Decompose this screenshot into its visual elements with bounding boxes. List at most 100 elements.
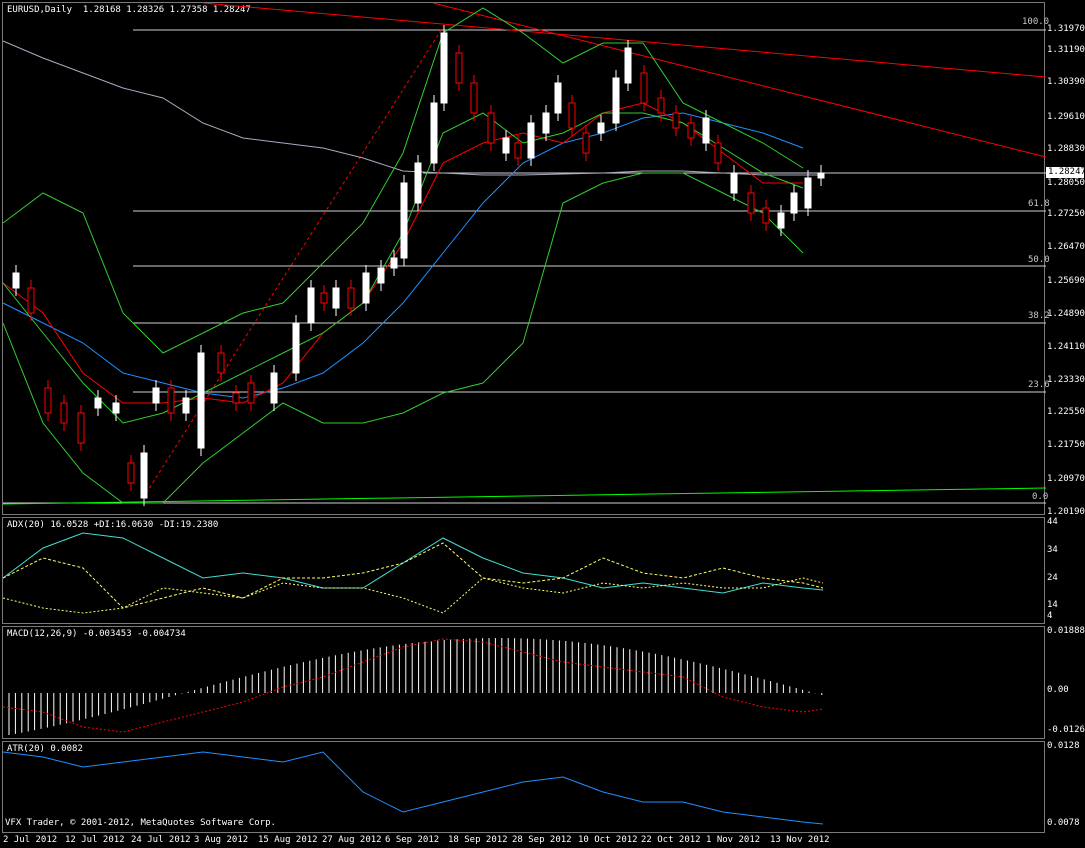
candle bbox=[400, 182, 408, 259]
candle bbox=[307, 287, 315, 324]
price-label: 1.27250 bbox=[1047, 209, 1085, 219]
price-label: 1.28050 bbox=[1047, 178, 1085, 188]
plus-di-line bbox=[2, 542, 824, 609]
candle bbox=[612, 77, 620, 124]
macd-pane[interactable]: MACD(12,26,9) -0.003453 -0.004734 bbox=[2, 626, 1045, 739]
candle bbox=[440, 32, 448, 104]
date-label: 24 Jul 2012 bbox=[131, 835, 191, 845]
price-label: 1.25690 bbox=[1047, 276, 1085, 286]
atr-chart[interactable] bbox=[2, 742, 1046, 834]
candle bbox=[167, 387, 175, 414]
macd-chart[interactable] bbox=[2, 627, 1046, 740]
candle bbox=[817, 172, 825, 179]
candle bbox=[362, 272, 370, 304]
candle bbox=[568, 102, 576, 129]
date-label: 10 Oct 2012 bbox=[578, 835, 638, 845]
date-label: 6 Sep 2012 bbox=[385, 835, 440, 845]
macd-scale-label: -0.01266 bbox=[1047, 725, 1085, 735]
adx-scale-label: 14 bbox=[1047, 600, 1058, 610]
atr-scale-label: 0.0128 bbox=[1047, 741, 1080, 751]
candle bbox=[430, 102, 438, 164]
adx-scale-label: 24 bbox=[1047, 573, 1058, 583]
copyright-text: VFX Trader, © 2001-2012, MetaQuotes Soft… bbox=[5, 818, 276, 828]
candle bbox=[320, 292, 328, 304]
candle bbox=[44, 387, 52, 414]
price-label: 1.26470 bbox=[1047, 242, 1085, 252]
adx-title: ADX(20) 16.0528 +DI:16.0630 -DI:19.2380 bbox=[7, 520, 219, 530]
candle bbox=[714, 142, 722, 164]
candle bbox=[347, 287, 355, 309]
candle bbox=[112, 402, 120, 414]
candle bbox=[127, 462, 135, 484]
candle bbox=[702, 117, 710, 144]
candle bbox=[747, 192, 755, 214]
bollinger-lower bbox=[2, 172, 804, 504]
candle bbox=[140, 452, 148, 499]
candle bbox=[657, 97, 665, 114]
fibo-level-23-6: 23.6 bbox=[1028, 380, 1050, 390]
fibo-level-100: 100.0 bbox=[1022, 17, 1050, 27]
candle bbox=[270, 372, 278, 404]
adx-pane[interactable]: ADX(20) 16.0528 +DI:16.0630 -DI:19.2380 bbox=[2, 517, 1045, 624]
price-label: 1.20970 bbox=[1047, 474, 1085, 484]
fibo-level-61-8: 61.8 bbox=[1028, 199, 1050, 209]
adx-line bbox=[2, 532, 824, 594]
adx-scale-label: 4 bbox=[1047, 611, 1053, 621]
candle bbox=[455, 52, 463, 84]
date-label: 18 Sep 2012 bbox=[448, 835, 508, 845]
candle bbox=[502, 137, 510, 154]
candle bbox=[597, 122, 605, 134]
date-label: 27 Aug 2012 bbox=[322, 835, 382, 845]
date-label: 13 Nov 2012 bbox=[770, 835, 830, 845]
current-price-marker: 1.28247 bbox=[1046, 167, 1085, 178]
fibo-level-0: 0.0 bbox=[1032, 492, 1049, 502]
atr-pane[interactable]: ATR(20) 0.0082 bbox=[2, 741, 1045, 833]
candle bbox=[247, 382, 255, 404]
macd-scale-label: 0.00 bbox=[1047, 685, 1069, 695]
candle bbox=[687, 122, 695, 139]
price-chart[interactable] bbox=[2, 2, 1047, 516]
candle bbox=[554, 82, 562, 114]
candle bbox=[60, 402, 68, 424]
candle bbox=[12, 272, 20, 289]
fibo-baseline bbox=[142, 26, 444, 499]
candle bbox=[527, 122, 535, 159]
candle bbox=[414, 162, 422, 204]
price-label: 1.31970 bbox=[1047, 24, 1085, 34]
price-label: 1.30390 bbox=[1047, 77, 1085, 87]
candle bbox=[582, 132, 590, 154]
minus-di-line bbox=[2, 577, 824, 614]
adx-chart[interactable] bbox=[2, 518, 1046, 625]
macd-scale-label: 0.018881 bbox=[1047, 626, 1085, 636]
candle bbox=[624, 47, 632, 84]
candle bbox=[640, 72, 648, 104]
candle bbox=[470, 82, 478, 114]
price-pane[interactable]: EURUSD,Daily 1.28168 1.28326 1.27358 1.2… bbox=[2, 2, 1050, 516]
date-label: 28 Sep 2012 bbox=[512, 835, 572, 845]
price-label: 1.24110 bbox=[1047, 342, 1085, 352]
candle bbox=[27, 287, 35, 314]
price-label: 1.21750 bbox=[1047, 440, 1085, 450]
adx-scale-label: 44 bbox=[1047, 517, 1058, 527]
macd-signal-line bbox=[2, 638, 824, 733]
date-label: 12 Jul 2012 bbox=[65, 835, 125, 845]
trendline-green bbox=[2, 487, 1047, 505]
candle bbox=[232, 392, 240, 404]
candle bbox=[94, 397, 102, 409]
atr-title: ATR(20) 0.0082 bbox=[7, 744, 83, 754]
fibo-level-38-2: 38.2 bbox=[1028, 311, 1050, 321]
date-label: 1 Nov 2012 bbox=[706, 835, 761, 845]
candle bbox=[672, 112, 680, 129]
price-label: 1.29610 bbox=[1047, 112, 1085, 122]
price-label: 1.23330 bbox=[1047, 375, 1085, 385]
date-label: 2 Jul 2012 bbox=[3, 835, 58, 845]
price-label: 1.24890 bbox=[1047, 309, 1085, 319]
trendline-red bbox=[432, 2, 1047, 158]
atr-scale-label: 0.0078 bbox=[1047, 818, 1080, 828]
price-label: 1.28830 bbox=[1047, 144, 1085, 154]
candle bbox=[152, 387, 160, 404]
candle bbox=[762, 207, 770, 224]
bollinger-upper bbox=[2, 7, 804, 354]
sma-line bbox=[2, 40, 823, 176]
